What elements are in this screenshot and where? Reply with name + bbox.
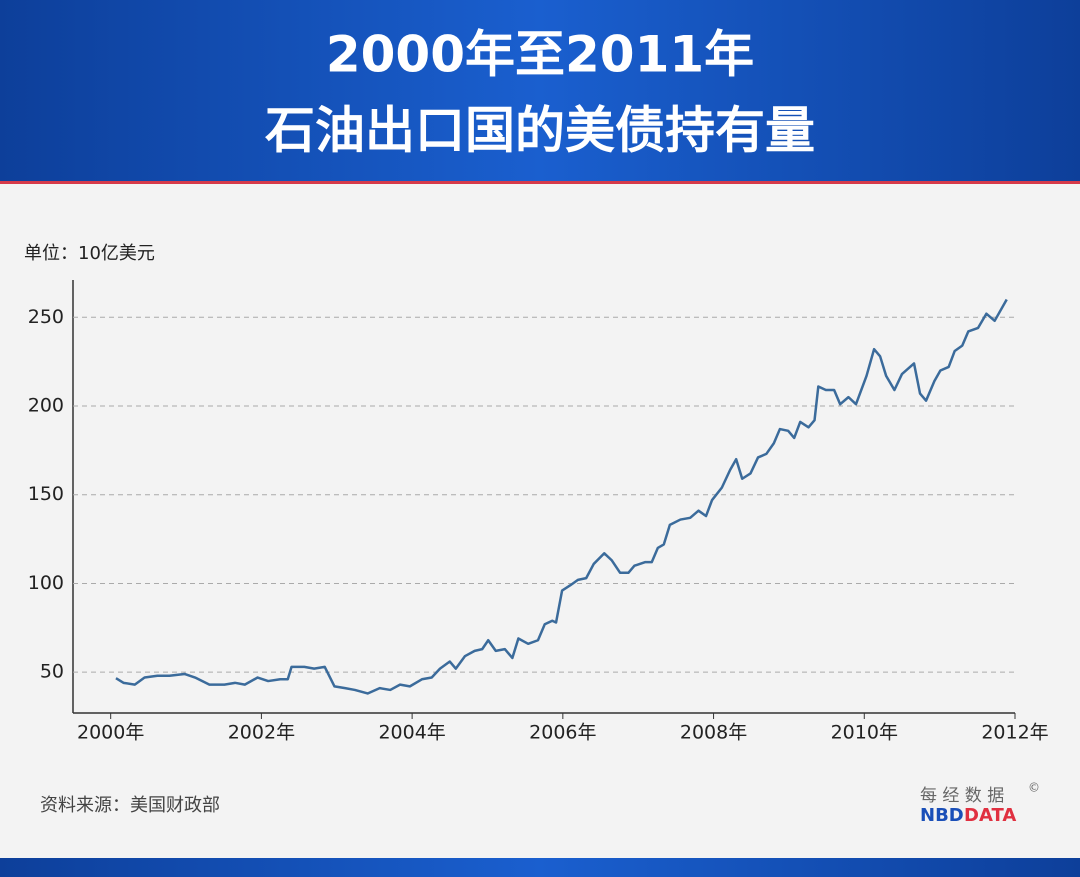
source-note: 资料来源：美国财政部 (40, 795, 220, 816)
x-tick-label: 2000年 (77, 722, 144, 744)
logo-data: DATA (964, 805, 1016, 826)
y-tick-label: 150 (28, 483, 64, 505)
chart-subtitle: 石油出口国的美债持有量 (265, 102, 815, 160)
y-tick-label: 250 (28, 306, 64, 328)
logo-cn: 每 经 数 据 (920, 786, 1004, 806)
header-rule (0, 181, 1080, 184)
x-tick-label: 2006年 (529, 722, 596, 744)
data-line (115, 298, 1008, 695)
y-tick-label: 200 (28, 394, 64, 416)
x-tick-label: 2010年 (831, 722, 898, 744)
x-tick-label: 2012年 (981, 722, 1048, 744)
logo-nbd: NBD (920, 805, 964, 826)
x-tick-label: 2008年 (680, 722, 747, 744)
header-band (0, 0, 1080, 181)
chart-title: 2000年至2011年 (326, 26, 754, 84)
logo-mark: © (1028, 781, 1040, 795)
y-axis-label: 单位：10亿美元 (24, 243, 155, 264)
x-tick-label: 2002年 (228, 722, 295, 744)
y-tick-label: 100 (28, 572, 64, 594)
x-tick-label: 2004年 (378, 722, 445, 744)
y-tick-label: 50 (40, 661, 64, 683)
footer-band (0, 858, 1080, 877)
